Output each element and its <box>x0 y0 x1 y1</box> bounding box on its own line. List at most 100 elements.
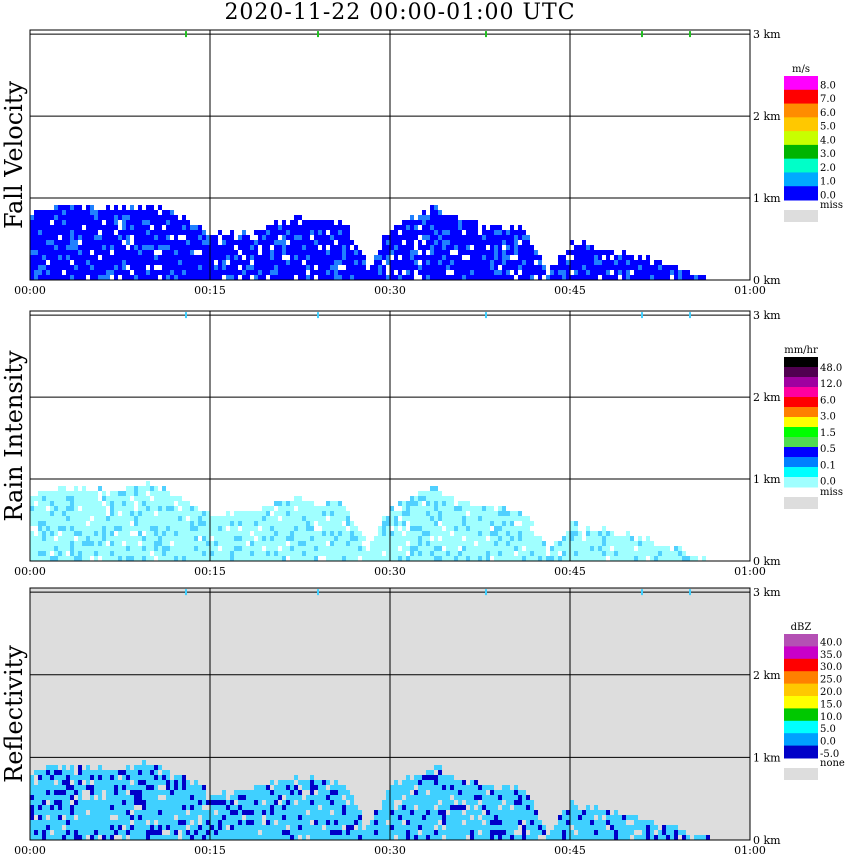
echo-cell <box>286 245 290 250</box>
echo-cell <box>526 526 530 531</box>
echo-cell <box>478 265 482 270</box>
echo-cell <box>42 526 46 531</box>
echo-cell <box>454 215 458 220</box>
echo-cell <box>442 810 446 815</box>
echo-cell <box>410 240 414 245</box>
echo-cell <box>342 526 346 531</box>
echo-cell <box>450 260 454 265</box>
echo-cell <box>578 810 582 815</box>
echo-cell <box>486 260 490 265</box>
echo-cell <box>622 255 626 260</box>
echo-cell <box>118 240 122 245</box>
echo-cell <box>98 526 102 531</box>
echo-cell <box>378 815 382 820</box>
echo-cell <box>166 516 170 521</box>
echo-cell <box>502 260 506 265</box>
echo-cell <box>210 250 214 255</box>
echo-cell <box>398 820 402 825</box>
echo-cell <box>326 556 330 561</box>
echo-cell <box>294 255 298 260</box>
echo-cell <box>206 531 210 536</box>
echo-cell <box>414 556 418 561</box>
echo-cell <box>50 250 54 255</box>
echo-cell <box>230 825 234 830</box>
echo-cell <box>574 270 578 275</box>
echo-cell <box>158 536 162 541</box>
echo-cell <box>174 275 178 280</box>
echo-cell <box>238 536 242 541</box>
echo-cell <box>298 800 302 805</box>
echo-cell <box>30 220 34 225</box>
echo-cell <box>146 800 150 805</box>
echo-cell <box>142 770 146 775</box>
echo-cell <box>158 521 162 526</box>
echo-cell <box>38 275 42 280</box>
echo-cell <box>142 835 146 840</box>
echo-cell <box>294 835 298 840</box>
x-tick-label: 00:15 <box>194 284 226 297</box>
echo-cell <box>198 245 202 250</box>
echo-cell <box>654 556 658 561</box>
echo-cell <box>514 516 518 521</box>
echo-cell <box>54 235 58 240</box>
echo-cell <box>102 800 106 805</box>
marker-3km <box>689 31 691 38</box>
echo-cell <box>446 546 450 551</box>
echo-cell <box>398 270 402 275</box>
echo-cell <box>418 815 422 820</box>
echo-cell <box>182 516 186 521</box>
echo-cell <box>250 800 254 805</box>
echo-cell <box>266 270 270 275</box>
echo-cell <box>234 255 238 260</box>
echo-cell <box>426 820 430 825</box>
echo-cell <box>130 501 134 506</box>
echo-cell <box>238 255 242 260</box>
echo-cell <box>246 820 250 825</box>
echo-cell <box>182 835 186 840</box>
echo-cell <box>490 825 494 830</box>
echo-cell <box>222 255 226 260</box>
echo-cell <box>154 795 158 800</box>
echo-cell <box>286 780 290 785</box>
echo-cell <box>366 270 370 275</box>
echo-cell <box>630 536 634 541</box>
echo-cell <box>238 830 242 835</box>
echo-cell <box>82 260 86 265</box>
colorbar-level: 0.1 <box>820 460 836 471</box>
echo-cell <box>134 265 138 270</box>
colorbar-level: 8.0 <box>820 80 836 91</box>
echo-cell <box>50 785 54 790</box>
echo-cell <box>214 541 218 546</box>
echo-cell <box>406 240 410 245</box>
echo-cell <box>374 556 378 561</box>
echo-cell <box>62 556 66 561</box>
echo-cell <box>54 531 58 536</box>
echo-cell <box>318 531 322 536</box>
echo-cell <box>270 551 274 556</box>
echo-cell <box>346 531 350 536</box>
echo-cell <box>470 785 474 790</box>
echo-cell <box>330 235 334 240</box>
echo-cell <box>110 220 114 225</box>
echo-cell <box>98 235 102 240</box>
echo-cell <box>434 205 438 210</box>
echo-cell <box>590 551 594 556</box>
echo-cell <box>466 230 470 235</box>
echo-cell <box>38 536 42 541</box>
echo-cell <box>34 270 38 275</box>
echo-cell <box>98 501 102 506</box>
echo-cell <box>418 511 422 516</box>
echo-cell <box>58 551 62 556</box>
echo-cell <box>354 815 358 820</box>
echo-cell <box>82 546 86 551</box>
echo-cell <box>278 785 282 790</box>
echo-cell <box>334 225 338 230</box>
echo-cell <box>114 225 118 230</box>
echo-cell <box>634 556 638 561</box>
echo-cell <box>550 835 554 840</box>
echo-cell <box>70 556 74 561</box>
echo-cell <box>226 511 230 516</box>
echo-cell <box>266 516 270 521</box>
echo-cell <box>38 825 42 830</box>
echo-cell <box>162 260 166 265</box>
